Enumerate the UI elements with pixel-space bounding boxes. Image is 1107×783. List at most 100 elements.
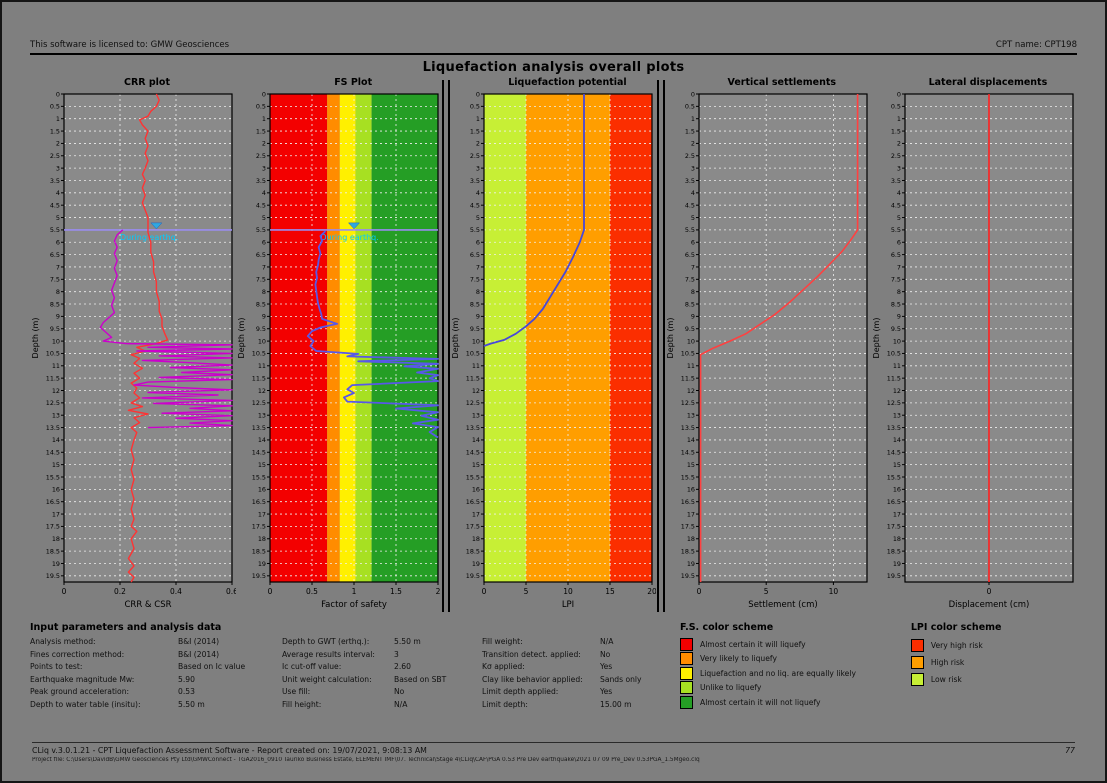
svg-text:2: 2 xyxy=(476,140,480,148)
svg-text:0.5: 0.5 xyxy=(256,103,266,111)
svg-text:17.5: 17.5 xyxy=(252,523,266,531)
bottom-section: Input parameters and analysis data Analy… xyxy=(30,622,1077,712)
cpt-name-text: CPT name: CPT198 xyxy=(995,40,1077,50)
param-label: Analysis method: xyxy=(30,637,96,646)
legend-swatch xyxy=(910,656,924,669)
svg-text:10: 10 xyxy=(893,337,901,345)
svg-text:12: 12 xyxy=(472,387,480,395)
svg-text:10: 10 xyxy=(472,337,480,345)
charts-row: CRR plot 0 0.5 1 1.5 2 2.5 3 3.5 4 4.5 5 5.5 6 6.5 7 7.5… xyxy=(30,77,1077,612)
svg-text:18.5: 18.5 xyxy=(466,547,480,555)
svg-text:14.5: 14.5 xyxy=(681,449,695,457)
fs-plot: FS Plot 0 0.5 1 1.5 2 2.5 3 3.5 4 4.5 5 5.5 6 6.5 7 7.5 8… xyxy=(236,77,442,612)
svg-text:0.5: 0.5 xyxy=(685,103,695,111)
svg-text:1: 1 xyxy=(262,115,266,123)
param-row: Limit depth: 15.00 m xyxy=(482,699,670,712)
svg-text:2: 2 xyxy=(897,140,901,148)
svg-text:18: 18 xyxy=(472,535,480,543)
param-value: 2.60 xyxy=(394,662,411,672)
svg-text:7.5: 7.5 xyxy=(50,276,60,284)
svg-text:13: 13 xyxy=(258,412,266,420)
param-value: 5.50 m xyxy=(394,637,421,646)
svg-text:1: 1 xyxy=(56,115,60,123)
svg-text:8.5: 8.5 xyxy=(685,300,695,308)
page-title: Liquefaction analysis overall plots xyxy=(422,60,685,75)
y-axis-label: Depth (m) xyxy=(451,318,460,359)
svg-text:16.5: 16.5 xyxy=(681,498,695,506)
svg-text:5: 5 xyxy=(897,214,901,222)
svg-text:5.5: 5.5 xyxy=(470,226,480,234)
svg-text:13: 13 xyxy=(472,412,480,420)
input-parameters-section: Input parameters and analysis data Analy… xyxy=(30,622,670,712)
water-table-marker xyxy=(150,222,163,230)
param-column-2: Depth to GWT (erthq.): 5.50 m Average resu… xyxy=(282,636,482,712)
svg-text:6: 6 xyxy=(262,239,266,247)
param-value: B&I (2014) xyxy=(178,649,220,659)
svg-text:8.5: 8.5 xyxy=(470,300,480,308)
param-label: Peak ground acceleration: xyxy=(30,687,130,697)
svg-text:1.5: 1.5 xyxy=(50,127,60,135)
svg-text:5: 5 xyxy=(476,214,480,222)
param-label: Depth to GWT (erthq.): xyxy=(282,637,370,646)
svg-text:14: 14 xyxy=(687,436,695,444)
svg-text:8: 8 xyxy=(476,288,480,296)
svg-text:5.5: 5.5 xyxy=(50,226,60,234)
svg-text:2.5: 2.5 xyxy=(891,152,901,160)
svg-text:3: 3 xyxy=(897,164,901,172)
svg-text:11: 11 xyxy=(687,362,695,370)
legend-swatch xyxy=(680,637,693,651)
param-row: Limit depth applied: Yes xyxy=(482,686,670,699)
param-label: Depth to water table (insitu): xyxy=(30,699,141,709)
svg-text:0: 0 xyxy=(897,90,901,98)
param-row: Ic cut-off value: 2.60 xyxy=(282,661,482,674)
legend-label: Very likely to liquefy xyxy=(700,654,777,664)
legend-swatch xyxy=(680,681,693,695)
svg-text:13.5: 13.5 xyxy=(887,424,901,432)
svg-text:4: 4 xyxy=(897,189,901,197)
svg-text:0: 0 xyxy=(262,90,266,98)
svg-text:8: 8 xyxy=(897,288,901,296)
svg-text:3: 3 xyxy=(262,164,266,172)
svg-text:16.5: 16.5 xyxy=(887,498,901,506)
svg-text:9.5: 9.5 xyxy=(470,325,480,333)
svg-text:9: 9 xyxy=(262,313,266,321)
svg-text:0.2: 0.2 xyxy=(114,587,126,596)
svg-text:1.5: 1.5 xyxy=(390,587,402,596)
svg-text:6: 6 xyxy=(691,239,695,247)
svg-text:17: 17 xyxy=(472,510,480,518)
param-value: Based on SBT xyxy=(394,674,447,684)
param-value: Sands only xyxy=(600,674,642,684)
param-row: Clay like behavior applied: Sands only xyxy=(482,674,670,687)
legend-item: High risk xyxy=(910,654,1077,671)
svg-text:14.5: 14.5 xyxy=(887,449,901,457)
param-value: N/A xyxy=(600,637,614,646)
svg-text:2: 2 xyxy=(262,140,266,148)
water-table-label: During earthq. xyxy=(321,233,379,242)
svg-text:17.5: 17.5 xyxy=(681,523,695,531)
param-label: Clay like behavior applied: xyxy=(482,674,583,684)
svg-text:12.5: 12.5 xyxy=(46,399,60,407)
param-value: N/A xyxy=(394,699,408,709)
svg-text:3.5: 3.5 xyxy=(50,177,60,185)
svg-text:11.5: 11.5 xyxy=(681,374,695,382)
svg-text:18.5: 18.5 xyxy=(887,547,901,555)
svg-text:18: 18 xyxy=(687,535,695,543)
param-row: Unit weight calculation: Based on SBT xyxy=(282,674,482,687)
svg-text:16.5: 16.5 xyxy=(466,498,480,506)
param-value: Yes xyxy=(600,662,613,672)
param-row: Use fill: No xyxy=(282,686,482,699)
lpi-legend-items: Very high risk High risk Low risk xyxy=(910,637,1077,688)
legend-label: High risk xyxy=(930,658,965,667)
svg-text:16.5: 16.5 xyxy=(252,498,266,506)
svg-text:6.5: 6.5 xyxy=(685,251,695,259)
x-axis-label: LPI xyxy=(562,600,574,610)
param-value: Yes xyxy=(600,687,613,697)
svg-text:14: 14 xyxy=(52,436,60,444)
svg-text:7: 7 xyxy=(56,263,60,271)
svg-text:0: 0 xyxy=(482,587,487,596)
svg-text:0.4: 0.4 xyxy=(170,587,182,596)
legend-swatch xyxy=(910,639,924,652)
svg-text:8.5: 8.5 xyxy=(256,300,266,308)
svg-text:3: 3 xyxy=(56,164,60,172)
svg-text:0.6: 0.6 xyxy=(226,587,236,596)
